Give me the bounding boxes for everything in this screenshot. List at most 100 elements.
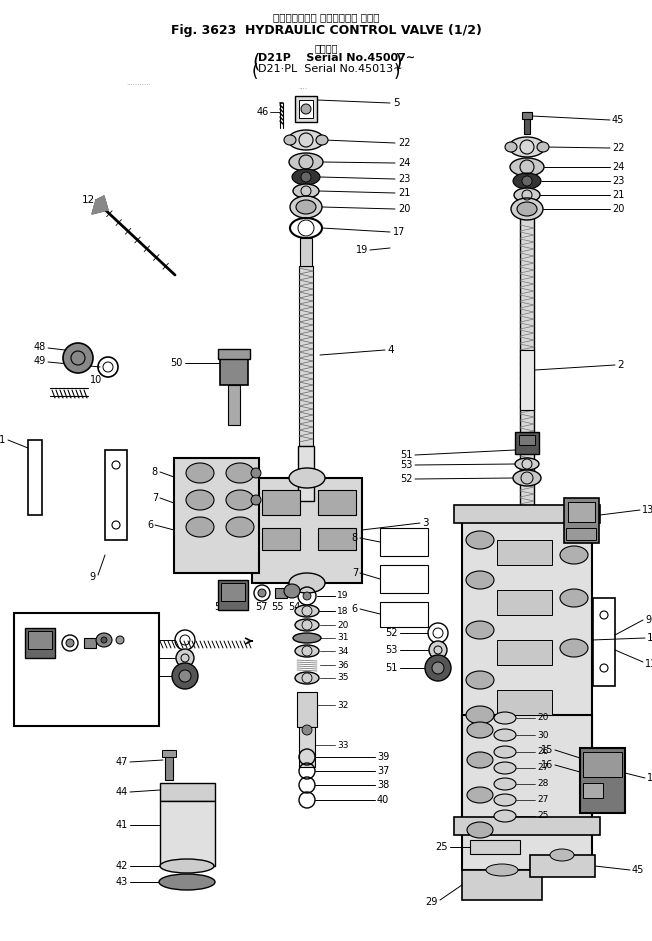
Ellipse shape <box>537 142 549 152</box>
Ellipse shape <box>467 787 493 803</box>
Text: 7: 7 <box>152 493 158 503</box>
Text: 23: 23 <box>612 176 625 186</box>
Text: 48: 48 <box>34 342 46 352</box>
Text: 20: 20 <box>337 620 348 630</box>
Text: 適用号機: 適用号機 <box>314 43 338 53</box>
Text: 38: 38 <box>377 780 389 790</box>
Bar <box>25 628 55 658</box>
Ellipse shape <box>284 584 300 598</box>
Text: 19: 19 <box>337 592 349 600</box>
Text: 14: 14 <box>647 773 652 783</box>
Bar <box>380 528 428 556</box>
Text: 51: 51 <box>385 663 398 673</box>
Polygon shape <box>92 196 108 214</box>
Text: 35: 35 <box>337 674 349 682</box>
Text: ...........: ........... <box>126 80 151 86</box>
Ellipse shape <box>466 531 494 549</box>
Text: 39: 39 <box>377 752 389 762</box>
Ellipse shape <box>289 153 323 171</box>
Bar <box>105 450 127 540</box>
Text: 41: 41 <box>116 820 128 830</box>
Bar <box>522 112 532 119</box>
Text: 52: 52 <box>125 635 138 645</box>
Text: 16: 16 <box>541 760 553 770</box>
Circle shape <box>176 649 194 667</box>
Text: ~: ~ <box>56 701 63 710</box>
Ellipse shape <box>226 490 254 510</box>
Ellipse shape <box>466 571 494 589</box>
Ellipse shape <box>511 198 543 220</box>
Text: 27: 27 <box>537 763 548 773</box>
Text: 21: 21 <box>612 190 625 200</box>
Text: 1: 1 <box>647 633 652 643</box>
Bar <box>28 440 42 515</box>
Circle shape <box>172 663 198 689</box>
Text: 49: 49 <box>34 356 46 366</box>
Bar <box>380 565 428 593</box>
Circle shape <box>432 662 444 674</box>
Ellipse shape <box>514 188 540 202</box>
Bar <box>462 520 592 820</box>
Bar <box>300 238 312 266</box>
Text: 24: 24 <box>612 162 625 172</box>
Ellipse shape <box>316 135 328 145</box>
Text: 2: 2 <box>617 360 623 370</box>
Ellipse shape <box>560 589 588 607</box>
Text: 23: 23 <box>398 174 410 184</box>
Ellipse shape <box>295 619 319 631</box>
Circle shape <box>251 468 261 478</box>
Text: ハイドロリック コントロール バルブ: ハイドロリック コントロール バルブ <box>273 12 379 22</box>
Bar <box>515 432 539 454</box>
Ellipse shape <box>289 573 325 593</box>
Ellipse shape <box>186 490 214 510</box>
Text: 46: 46 <box>257 107 269 117</box>
Ellipse shape <box>226 517 254 537</box>
Bar <box>160 783 215 801</box>
Text: 7: 7 <box>351 568 358 578</box>
Text: 適用号機: 適用号機 <box>18 691 37 699</box>
Text: 36: 36 <box>337 661 349 669</box>
Text: 5: 5 <box>393 98 400 108</box>
Bar <box>221 583 245 601</box>
Text: 55: 55 <box>271 602 284 612</box>
Text: 28: 28 <box>537 779 548 789</box>
Bar <box>160 801 215 866</box>
Bar <box>583 752 622 777</box>
Bar <box>165 750 173 780</box>
Text: D21·PL  Serial No.45013∼: D21·PL Serial No.45013∼ <box>258 64 402 74</box>
Ellipse shape <box>226 463 254 483</box>
Ellipse shape <box>96 633 112 647</box>
Circle shape <box>251 495 261 505</box>
Text: 26: 26 <box>537 747 548 757</box>
Text: 29: 29 <box>426 897 438 907</box>
Text: 17: 17 <box>393 227 406 237</box>
Bar <box>295 96 317 122</box>
Text: 54: 54 <box>288 602 301 612</box>
Ellipse shape <box>505 142 517 152</box>
Circle shape <box>179 670 191 682</box>
Bar <box>299 727 315 767</box>
Ellipse shape <box>517 202 537 216</box>
Circle shape <box>429 641 447 659</box>
Bar <box>218 349 250 359</box>
Text: 20: 20 <box>398 204 410 214</box>
Bar <box>524 112 530 134</box>
Text: D21P    Serial No.45007∼: D21P Serial No.45007∼ <box>258 53 415 63</box>
Bar <box>262 490 300 515</box>
Bar <box>519 435 535 445</box>
Ellipse shape <box>290 196 322 218</box>
Text: 56: 56 <box>30 663 42 673</box>
Text: 6: 6 <box>147 520 153 530</box>
Bar <box>162 750 176 757</box>
Bar <box>470 840 520 854</box>
Text: ....: .... <box>298 84 307 90</box>
Bar <box>297 692 317 727</box>
Text: 53: 53 <box>126 653 138 663</box>
Bar <box>530 855 595 877</box>
Ellipse shape <box>494 794 516 806</box>
Ellipse shape <box>160 859 214 873</box>
Text: 45: 45 <box>612 115 625 125</box>
Ellipse shape <box>289 468 325 488</box>
Text: 20: 20 <box>537 713 548 723</box>
Circle shape <box>258 589 266 597</box>
